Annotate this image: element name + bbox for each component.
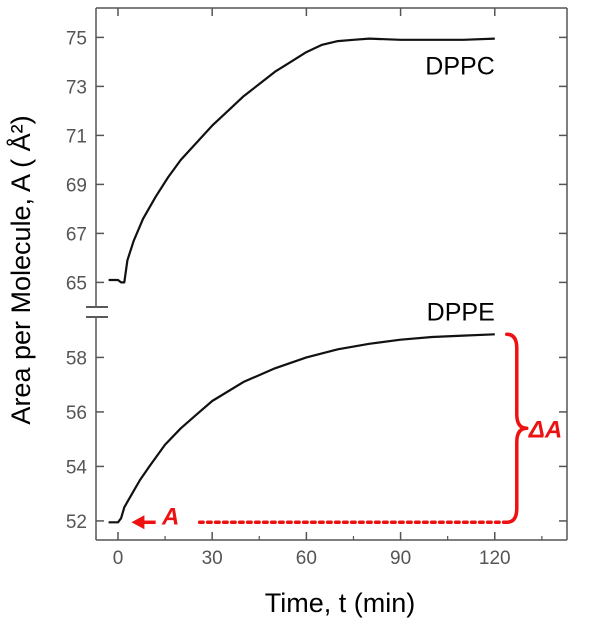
axis-ticks	[96, 8, 567, 540]
series-line-dppc	[108, 37, 495, 284]
y-tick-label-lower: 56	[66, 403, 87, 424]
x-tick-label: 0	[113, 548, 124, 569]
series-lines: DPPC DPPE	[108, 37, 495, 524]
y-tick-label-upper: 71	[66, 126, 87, 147]
series-label-dppe: DPPE	[427, 298, 495, 326]
y-tick-label-upper: 69	[66, 175, 87, 196]
y-tick-label-lower: 58	[66, 348, 87, 369]
annotations: ΔA A	[131, 332, 562, 530]
y-tick-label-upper: 75	[66, 28, 87, 49]
y-axis-title: Area per Molecule, A ( Å²)	[5, 115, 36, 424]
plot-frame	[86, 7, 568, 541]
initial-a-label: A	[161, 503, 179, 530]
x-tick-label: 60	[296, 548, 317, 569]
series-label-dppc: DPPC	[425, 53, 494, 81]
initial-arrow-head	[131, 515, 145, 530]
y-tick-label-upper: 73	[66, 77, 87, 98]
x-axis-title: Time, t (min)	[265, 588, 416, 618]
x-tick-label: 30	[202, 548, 223, 569]
y-tick-label-lower: 54	[66, 457, 88, 478]
delta-a-label: ΔA	[528, 416, 562, 443]
y-tick-label-upper: 67	[66, 224, 87, 245]
delta-brace	[505, 332, 529, 525]
series-line-dppe	[108, 333, 495, 524]
x-tick-label: 120	[479, 548, 511, 569]
axis-tick-labels: 0 30 60 90 120 65 67 69 71 73 75 52 54 56 58	[66, 28, 511, 569]
x-tick-label: 90	[390, 548, 411, 569]
y-tick-label-lower: 52	[66, 512, 87, 533]
y-tick-label-upper: 65	[66, 273, 87, 294]
